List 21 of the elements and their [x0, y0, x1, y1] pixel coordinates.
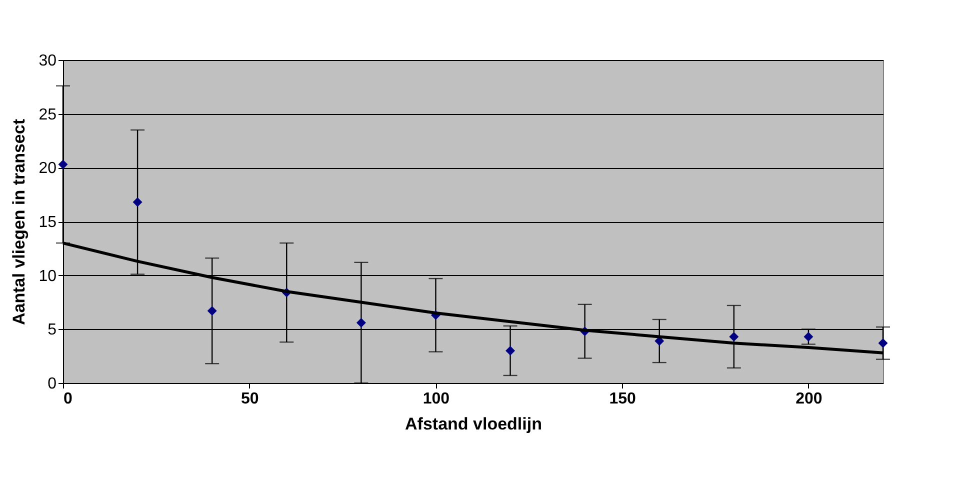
point — [878, 338, 888, 348]
y-tick-label: 5 — [48, 322, 57, 339]
point — [729, 332, 739, 342]
y-axis-title: Aantal vliegen in transect — [10, 118, 29, 325]
point — [207, 306, 217, 316]
point — [506, 346, 516, 356]
y-tick-label: 0 — [48, 376, 57, 392]
y-tick-label: 20 — [38, 160, 57, 178]
y-tick-label: 25 — [38, 106, 57, 124]
x-tick-label: 50 — [240, 390, 259, 408]
x-tick-label: 100 — [422, 390, 450, 408]
point — [132, 197, 142, 207]
y-tick-label: 30 — [38, 52, 57, 70]
point — [356, 318, 366, 328]
x-tick-label: 0 — [64, 390, 72, 408]
y-tick-label: 10 — [38, 268, 57, 285]
point — [804, 332, 814, 342]
y-tick-label: 15 — [38, 214, 57, 231]
x-tick-label: 150 — [609, 390, 636, 408]
x-tick-label: 200 — [796, 390, 822, 408]
x-axis-title: Afstand vloedlijn — [405, 414, 542, 434]
